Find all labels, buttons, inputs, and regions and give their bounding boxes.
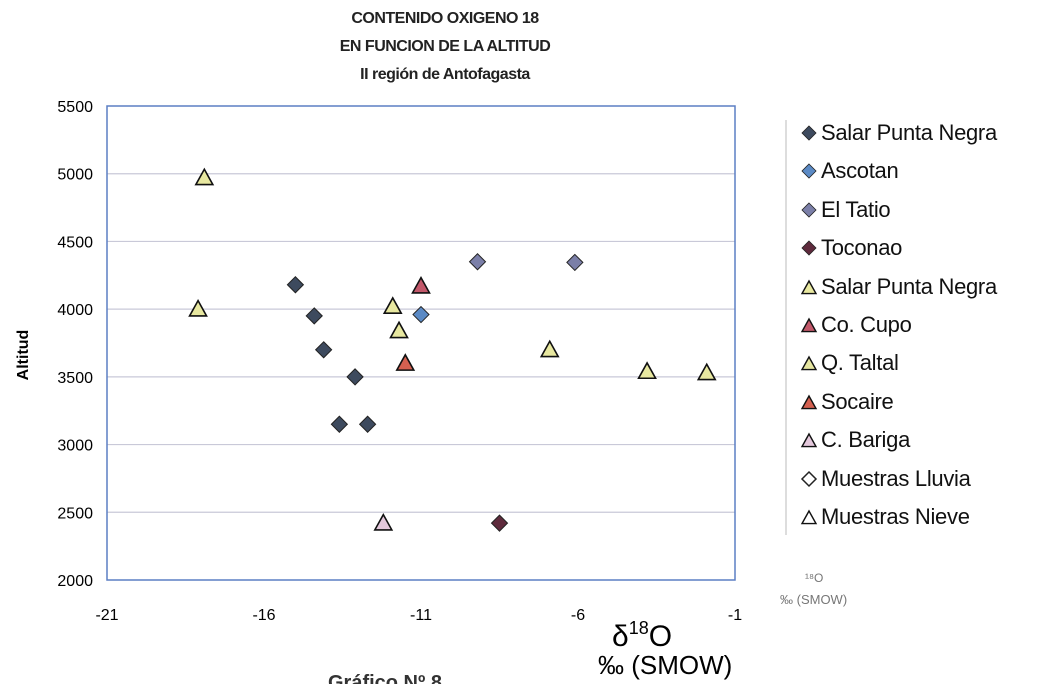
data-point-diamond xyxy=(286,276,305,294)
legend-item: Salar Punta Negra xyxy=(800,120,997,146)
data-point-diamond xyxy=(412,305,430,324)
legend-marker xyxy=(801,240,817,256)
isotope-superscript: 18 xyxy=(629,618,649,638)
legend-label: Muestras Nieve xyxy=(821,504,970,529)
data-points xyxy=(188,167,717,532)
x-axis-label-faint-line-1: ¹⁸O xyxy=(805,571,823,585)
legend-marker xyxy=(800,355,818,371)
legend-marker-shape xyxy=(801,202,817,218)
legend-item: Salar Punta Negra xyxy=(800,274,997,300)
legend-marker-shape xyxy=(801,125,817,141)
data-point-diamond xyxy=(490,514,509,532)
delta-symbol: δ xyxy=(612,620,629,653)
data-point-triangle xyxy=(382,296,403,315)
y-tick-label: 2000 xyxy=(57,573,93,590)
data-point-triangle xyxy=(389,320,409,339)
data-point-diamond xyxy=(468,253,487,271)
y-tick-label: 3000 xyxy=(57,438,93,455)
y-tick-label: 4500 xyxy=(57,234,93,251)
data-point-triangle xyxy=(188,298,208,317)
chart-title-line-3: II región de Antofagasta xyxy=(360,66,530,83)
data-point-diamond xyxy=(330,415,349,433)
legend-marker-shape xyxy=(800,432,818,448)
legend-label: C. Bariga xyxy=(821,427,911,453)
data-point-diamond xyxy=(346,368,364,386)
x-tick-label: -6 xyxy=(571,607,585,624)
element-symbol: O xyxy=(649,620,672,653)
legend-marker-shape xyxy=(800,394,818,410)
data-point-diamond xyxy=(305,307,323,325)
legend-marker xyxy=(800,394,818,410)
data-point-triangle xyxy=(395,353,416,371)
legend-item: Co. Cupo xyxy=(800,312,912,338)
legend-marker-shape xyxy=(801,240,817,256)
legend-item: Ascotan xyxy=(800,158,899,184)
legend-item: Muestras Lluvia xyxy=(800,466,971,492)
grid-lines xyxy=(107,173,735,513)
chart-title-line-2: EN FUNCION DE LA ALTITUD xyxy=(339,38,551,55)
legend-marker xyxy=(801,163,817,179)
data-point-triangle xyxy=(637,361,657,380)
x-tick-label: -1 xyxy=(728,607,742,624)
legend-marker-shape xyxy=(800,317,818,333)
data-point-triangle xyxy=(373,512,394,531)
data-point-triangle xyxy=(194,167,215,186)
legend-marker xyxy=(800,470,818,487)
legend-label: Socaire xyxy=(821,388,894,414)
legend-marker-shape xyxy=(800,355,818,371)
legend-marker xyxy=(800,509,818,525)
data-point-diamond xyxy=(358,415,377,433)
x-tick-label: -11 xyxy=(410,607,432,624)
legend-item: C. Bariga xyxy=(800,427,910,453)
legend-marker xyxy=(800,279,818,294)
data-point-triangle xyxy=(539,339,560,358)
x-axis-label-unit: ‰ (SMOW) xyxy=(598,650,732,680)
legend-marker-shape xyxy=(801,163,817,179)
legend-item: Q. Taltal xyxy=(800,350,899,376)
y-tick-label: 4000 xyxy=(57,302,93,319)
chart-title-line-1: CONTENIDO OXIGENO 18 xyxy=(351,10,539,27)
legend-marker xyxy=(801,125,817,141)
legend-label: Salar Punta Negra xyxy=(821,273,997,299)
data-point-triangle xyxy=(696,362,717,381)
y-axis-label: Altitud xyxy=(15,330,32,381)
x-tick-label: -21 xyxy=(95,607,118,624)
legend-marker xyxy=(801,202,817,218)
legend-label: Muestras Lluvia xyxy=(821,465,971,491)
x-axis-label-faint-line-2: ‰ (SMOW) xyxy=(780,592,847,607)
legend-marker-shape xyxy=(800,279,818,294)
y-tick-labels: 2000 2500 3000 3500 4000 4500 5000 5500 xyxy=(57,99,93,590)
legend-item: Socaire xyxy=(800,389,894,415)
legend-marker xyxy=(800,432,818,448)
legend-label: Salar Punta Negra xyxy=(821,120,997,145)
x-tick-label: -16 xyxy=(252,607,275,624)
legend-marker xyxy=(800,317,818,333)
y-tick-label: 3500 xyxy=(57,370,93,387)
legend-label: Co. Cupo xyxy=(821,312,912,337)
legend-label: Toconao xyxy=(821,235,903,261)
y-tick-label: 5500 xyxy=(57,99,93,116)
legend-marker-shape xyxy=(800,470,818,487)
legend-marker-shape xyxy=(800,509,818,525)
data-point-triangle xyxy=(411,275,431,294)
plot-area xyxy=(106,105,736,581)
figure-caption: Gráfico Nº 8 xyxy=(328,672,442,684)
legend-item: El Tatio xyxy=(800,196,891,223)
x-tick-labels: -21 -16 -11 -6 -1 xyxy=(95,607,742,624)
data-point-diamond xyxy=(314,341,333,359)
legend-label: Q. Taltal xyxy=(821,350,899,376)
legend-item: Muestras Nieve xyxy=(800,504,970,530)
y-tick-label: 5000 xyxy=(57,167,93,184)
x-axis-label-symbol: δ18O xyxy=(612,618,672,653)
legend-item: Toconao xyxy=(800,235,902,261)
legend-label: Ascotan xyxy=(821,158,899,184)
y-tick-label: 2500 xyxy=(57,505,93,522)
legend-label: El Tatio xyxy=(821,196,891,222)
data-point-diamond xyxy=(566,253,584,272)
